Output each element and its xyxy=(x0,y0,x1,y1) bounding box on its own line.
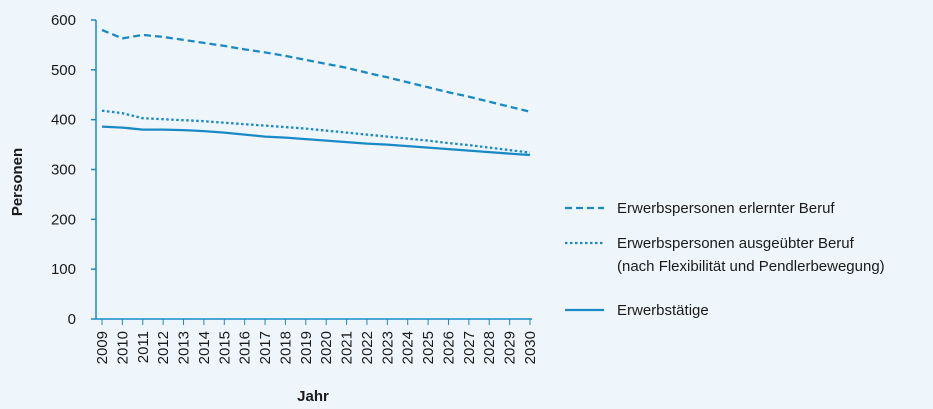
y-axis-title: Personen xyxy=(9,148,26,216)
x-axis-title: Jahr xyxy=(297,388,329,405)
legend-label: Erwerbspersonen erlernter Beruf xyxy=(617,200,835,217)
y-axis: 0 100 200 300 400 500 600 xyxy=(51,12,97,328)
legend-label: Erwerbstätige xyxy=(617,302,709,319)
x-tick-label: 2013 xyxy=(176,331,193,364)
x-tick-label: 2010 xyxy=(114,331,131,364)
x-tick-label: 2021 xyxy=(339,331,356,364)
x-tick-label: 2024 xyxy=(400,331,417,364)
x-tick-label: 2016 xyxy=(237,331,254,364)
x-tick-label: 2015 xyxy=(216,331,233,364)
x-tick-label: 2027 xyxy=(461,331,478,364)
legend: Erwerbspersonen erlernter Beruf Erwerbspe… xyxy=(565,200,885,319)
x-tick-label: 2018 xyxy=(277,331,294,364)
series-line xyxy=(101,125,531,157)
y-tick-label: 400 xyxy=(51,112,76,129)
y-tick-label: 200 xyxy=(51,211,76,228)
series-line xyxy=(101,109,531,154)
x-tick-label: 2017 xyxy=(257,331,274,364)
y-tick-label: 500 xyxy=(51,62,76,79)
x-tick-label: 2026 xyxy=(440,331,457,364)
x-tick-label: 2030 xyxy=(522,331,539,364)
x-tick-label: 2020 xyxy=(318,331,335,364)
x-tick-label: 2023 xyxy=(379,331,396,364)
x-tick-label: 2019 xyxy=(298,331,315,364)
legend-label-line2: (nach Flexibilität und Pendlerbewegung) xyxy=(617,258,885,275)
x-tick-label: 2014 xyxy=(196,331,213,364)
y-tick-label: 100 xyxy=(51,261,76,278)
x-tick-label: 2029 xyxy=(502,331,519,364)
x-tick-label: 2011 xyxy=(135,331,152,363)
y-tick-label: 600 xyxy=(51,12,76,29)
legend-label: Erwerbspersonen ausgeübter Beruf xyxy=(617,235,855,252)
y-tick-label: 0 xyxy=(68,311,76,328)
x-axis: 2009 2010 2011 2012 2013 2014 2015 2016 2017 2018… xyxy=(94,318,539,364)
x-tick-label: 2028 xyxy=(481,331,498,364)
series-layer xyxy=(101,28,531,157)
x-tick-label: 2009 xyxy=(94,331,111,364)
x-tick-label: 2022 xyxy=(359,331,376,364)
x-tick-label: 2025 xyxy=(420,331,437,364)
y-tick-label: 300 xyxy=(51,162,76,179)
x-tick-label: 2012 xyxy=(155,331,172,364)
series-line xyxy=(101,28,531,113)
